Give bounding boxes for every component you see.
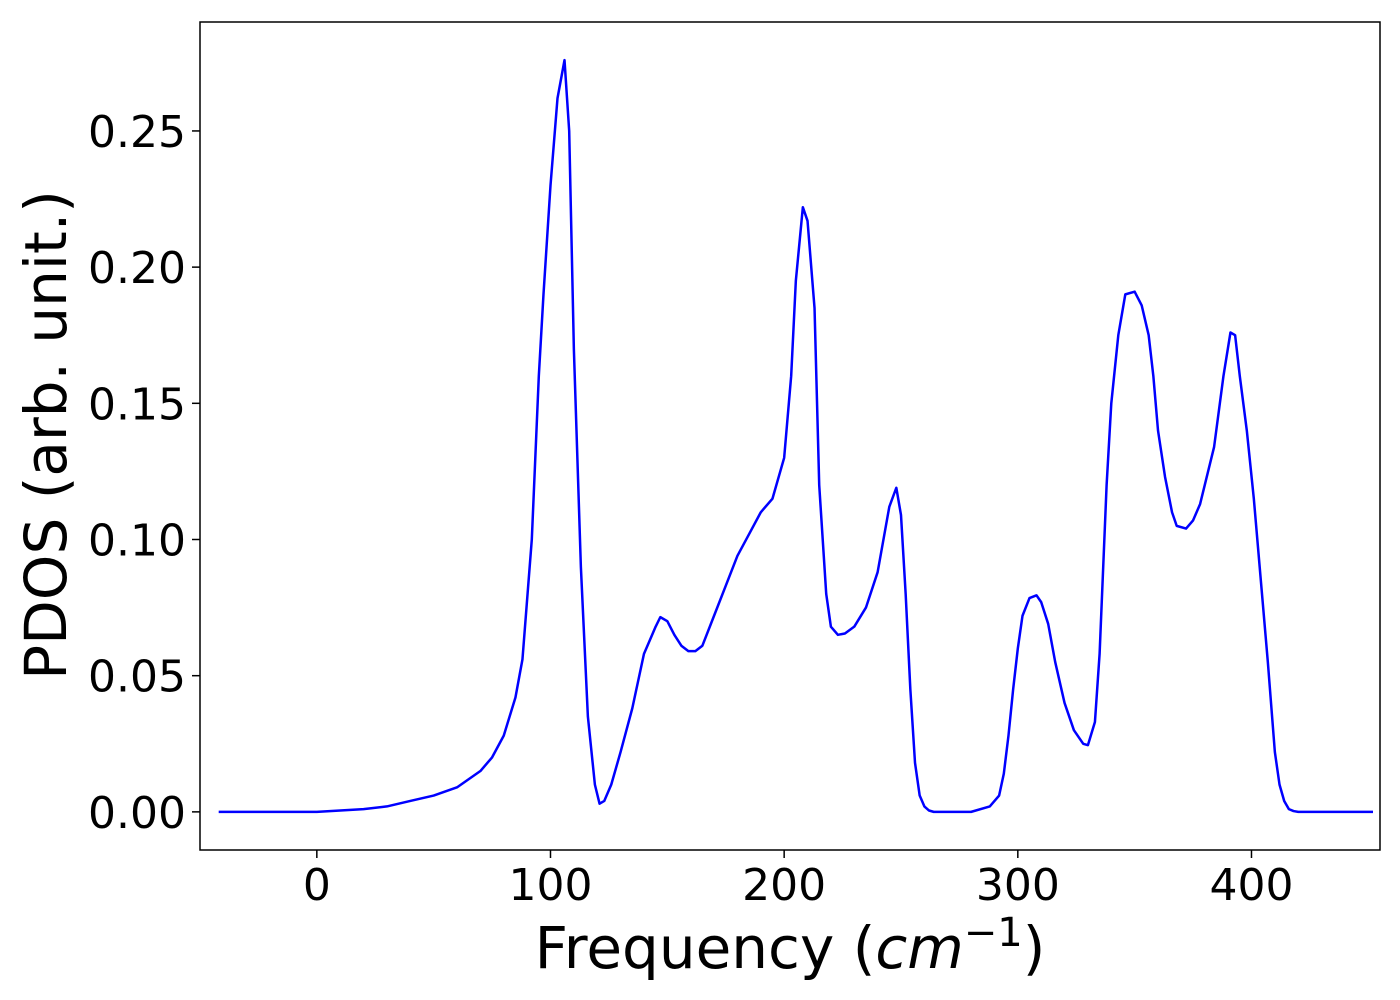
x-tick-label: 100 [509, 860, 593, 911]
y-tick-label: 0.20 [88, 243, 186, 294]
x-axis-label: Frequency (cm−1) [535, 910, 1046, 982]
x-tick-label: 0 [303, 860, 331, 911]
y-tick-label: 0.15 [88, 379, 186, 430]
x-tick-label: 300 [976, 860, 1060, 911]
y-tick-label: 0.05 [88, 652, 186, 703]
y-tick-label: 0.00 [88, 788, 186, 839]
plot-frame [199, 21, 1381, 851]
y-tick-label: 0.25 [88, 107, 186, 158]
plot-area [218, 58, 1373, 814]
x-tick-label: 400 [1209, 860, 1293, 911]
y-tick-label: 0.10 [88, 516, 186, 567]
pdos-series-line [218, 58, 1373, 814]
y-axis-label: PDOS (arb. unit.) [12, 190, 80, 680]
axis-ticks: 0 100 200 300 400 0.00 0.05 0.10 0.15 0.20 0.25 [88, 107, 1293, 911]
x-tick-label: 200 [742, 860, 826, 911]
